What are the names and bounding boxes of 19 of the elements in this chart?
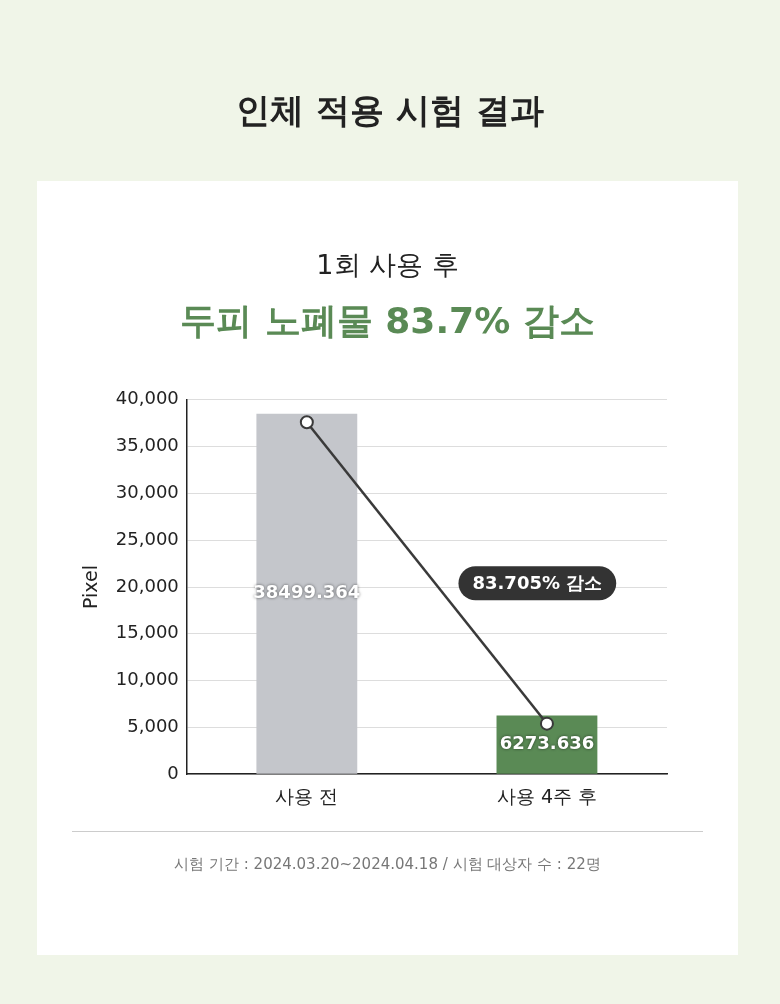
text: 두피 노폐물 83.7% 감소: [179, 299, 596, 343]
text: 시험 기간 : 2024.03.20~2024.04.18 / 시험 대상자 수 : 22명: [173, 854, 602, 875]
y-tick-label: 30,000: [115, 481, 179, 503]
chart-subtitle: 1회 사용 후: [315, 248, 460, 282]
y-tick-label: 0: [167, 761, 179, 783]
y-tick-label: 25,000: [115, 527, 179, 549]
y-tick-label: 5,000: [127, 715, 179, 737]
chart-title: 인체 적용 시험 결과: [235, 89, 545, 132]
data-label: 6273.636: [499, 732, 595, 754]
y-tick-label: 10,000: [115, 668, 179, 690]
annotation: 83.705% 감소: [472, 571, 603, 593]
x-tick-label: 사용 4주 후: [496, 784, 598, 807]
y-axis-title: Pixel: [79, 565, 102, 609]
y-tick-label: 20,000: [115, 574, 179, 596]
y-tick-label: 40,000: [115, 387, 179, 409]
y-tick-label: 15,000: [115, 621, 179, 643]
data-label: 38499.364: [253, 581, 361, 603]
x-tick-label: 사용 전: [275, 784, 339, 807]
y-tick-label: 35,000: [115, 434, 179, 456]
